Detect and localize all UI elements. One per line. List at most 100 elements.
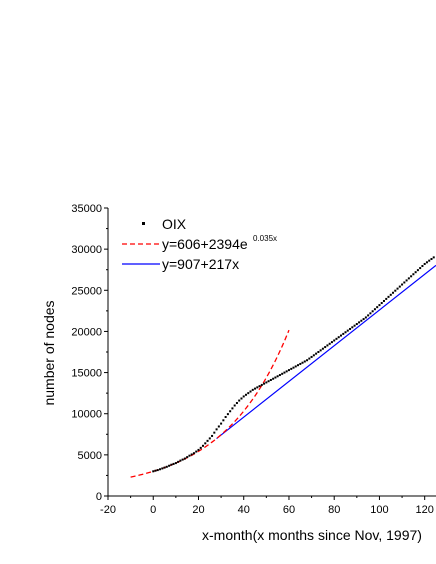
- x-tick-label: 60: [283, 504, 295, 516]
- data-point: [385, 297, 388, 300]
- data-point: [423, 262, 426, 265]
- data-point: [378, 304, 381, 307]
- data-point: [414, 271, 417, 274]
- data-point: [195, 450, 198, 453]
- x-tick-label: 120: [416, 504, 434, 516]
- data-point: [353, 324, 356, 327]
- data-point: [312, 354, 315, 357]
- data-point: [238, 399, 241, 402]
- data-point: [244, 393, 247, 396]
- data-point: [319, 349, 322, 352]
- data-point: [186, 456, 189, 459]
- series-layer: [130, 256, 436, 478]
- data-point: [333, 339, 336, 342]
- legend-label-linear: y=907+217x: [162, 256, 239, 272]
- x-tick-label: 40: [238, 504, 250, 516]
- data-point: [168, 464, 171, 467]
- data-point: [349, 327, 352, 330]
- legend-label-observed: OIX: [162, 216, 187, 232]
- y-axis-title: number of nodes: [41, 300, 57, 405]
- data-point: [376, 306, 379, 309]
- data-point: [278, 374, 281, 377]
- data-point: [181, 458, 184, 461]
- y-tick-label: 25000: [71, 285, 102, 297]
- legend: OIX y=606+2394e 0.035x y=907+217x: [122, 216, 277, 272]
- data-point: [290, 367, 293, 370]
- data-point: [217, 425, 220, 428]
- data-point: [303, 360, 306, 363]
- data-point: [156, 469, 159, 472]
- data-point: [276, 375, 279, 378]
- data-point: [297, 364, 300, 367]
- data-point: [364, 316, 367, 319]
- data-point: [197, 448, 200, 451]
- data-point: [233, 404, 236, 407]
- data-point: [192, 452, 195, 455]
- data-point: [330, 341, 333, 344]
- data-point: [159, 468, 162, 471]
- data-point: [392, 291, 395, 294]
- axes: [107, 208, 436, 497]
- data-point: [308, 357, 311, 360]
- data-point: [222, 419, 225, 422]
- x-tick-label: 20: [192, 504, 204, 516]
- legend-label-exponent: 0.035x: [253, 234, 277, 243]
- data-point: [183, 457, 186, 460]
- y-tick-label: 35000: [71, 203, 102, 215]
- data-point: [346, 329, 349, 332]
- data-point: [416, 269, 419, 272]
- data-point: [256, 386, 259, 389]
- data-point: [324, 346, 327, 349]
- data-point: [154, 469, 157, 472]
- data-point: [235, 402, 238, 405]
- data-point: [165, 465, 168, 468]
- data-point: [272, 377, 275, 380]
- data-point: [285, 370, 288, 373]
- data-point: [283, 371, 286, 374]
- data-point: [292, 366, 295, 369]
- data-point: [380, 302, 383, 305]
- data-point: [242, 395, 245, 398]
- data-point: [249, 390, 252, 393]
- data-point: [315, 352, 318, 355]
- data-point: [267, 380, 270, 383]
- data-point: [430, 258, 433, 261]
- data-point: [351, 326, 354, 329]
- data-point: [215, 428, 218, 431]
- data-point: [394, 289, 397, 292]
- x-axis-title: x-month(x months since Nov, 1997): [202, 527, 422, 543]
- data-point: [163, 466, 166, 469]
- data-point: [421, 265, 424, 268]
- data-point: [260, 383, 263, 386]
- series-line-linear-fit: [216, 264, 436, 440]
- data-point: [398, 285, 401, 288]
- legend-label-exponential: y=606+2394e: [162, 236, 248, 252]
- data-point: [419, 267, 422, 270]
- legend-marker-observed: [142, 222, 145, 225]
- data-point: [369, 312, 372, 315]
- data-point: [258, 385, 261, 388]
- data-point: [405, 279, 408, 282]
- y-tick-label: 15000: [71, 368, 102, 380]
- data-point: [371, 310, 374, 313]
- series-line-exponential-fit: [130, 329, 290, 478]
- data-point: [367, 314, 370, 317]
- data-point: [412, 273, 415, 276]
- data-point: [247, 392, 250, 395]
- data-point: [220, 422, 223, 425]
- x-axis-ticks: -20 0 20 40 60 80 100 120: [100, 496, 434, 516]
- data-point: [335, 337, 338, 340]
- data-point: [226, 413, 229, 416]
- data-point: [387, 295, 390, 298]
- data-point: [362, 318, 365, 321]
- data-point: [174, 462, 177, 465]
- y-tick-label: 10000: [71, 409, 102, 421]
- data-point: [403, 281, 406, 284]
- data-point: [339, 334, 342, 337]
- data-point: [287, 369, 290, 372]
- data-point: [265, 381, 268, 384]
- data-point: [317, 351, 320, 353]
- data-point: [328, 342, 331, 345]
- y-tick-label: 20000: [71, 326, 102, 338]
- data-point: [224, 416, 227, 419]
